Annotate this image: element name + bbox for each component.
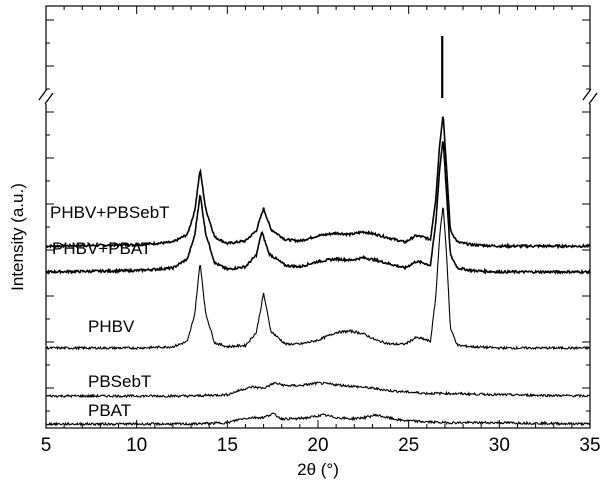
x-tick-label: 20 bbox=[307, 435, 328, 456]
x-tick-label: 15 bbox=[217, 435, 238, 456]
x-tick-label: 35 bbox=[579, 435, 600, 456]
series-label: PBAT bbox=[88, 401, 131, 420]
series-label: PHBV+PBSebT bbox=[50, 203, 170, 222]
x-tick-label: 30 bbox=[489, 435, 510, 456]
series-line-phbv-pbat bbox=[45, 141, 591, 275]
x-tick-label: 25 bbox=[398, 435, 419, 456]
x-tick-labels: 5 10 15 20 25 30 35 bbox=[41, 435, 601, 456]
axis-ticks bbox=[45, 6, 591, 428]
series-line-phbv-pbsebt bbox=[45, 116, 591, 250]
axis-break-slash bbox=[588, 92, 598, 105]
x-axis-label: 2θ (°) bbox=[297, 460, 339, 479]
series-label: PBSebT bbox=[88, 372, 151, 391]
axis-break-markers bbox=[38, 88, 598, 105]
y-axis-label: Intensity (a.u.) bbox=[8, 183, 27, 291]
axis-break-slash bbox=[44, 92, 54, 105]
series-line-phbv bbox=[45, 207, 591, 351]
series-label: PHBV+PBAT bbox=[52, 239, 151, 258]
series-label: PHBV bbox=[88, 317, 135, 336]
x-tick-label: 10 bbox=[126, 435, 147, 456]
axis-break-slash bbox=[38, 88, 48, 101]
series-line-pbat bbox=[45, 412, 591, 427]
x-tick-label: 5 bbox=[41, 435, 52, 456]
axis-break-slash bbox=[582, 88, 592, 101]
series-labels: PHBV+PBSebT PHBV+PBAT PHBV PBSebT PBAT bbox=[50, 203, 170, 420]
series-layer bbox=[45, 36, 591, 427]
series-line-pbsebt bbox=[45, 381, 591, 399]
